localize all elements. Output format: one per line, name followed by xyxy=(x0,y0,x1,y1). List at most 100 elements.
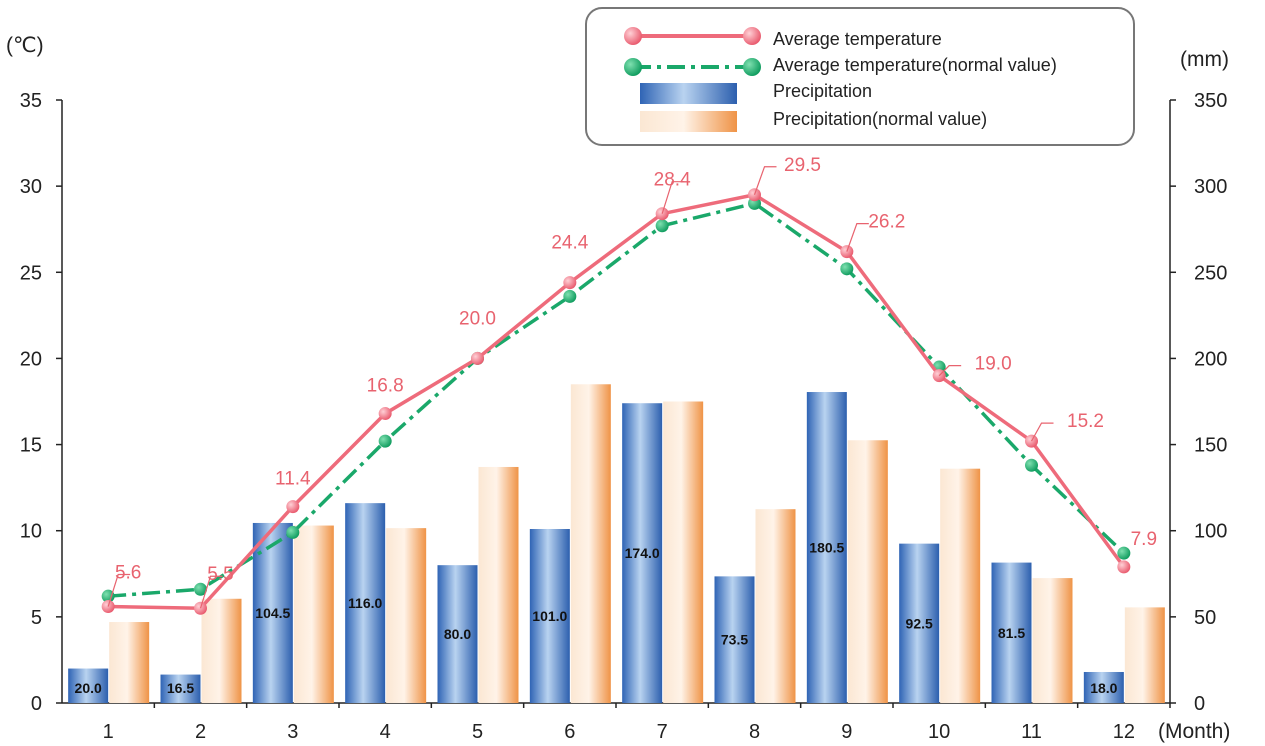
precipitation-value-label: 101.0 xyxy=(532,608,567,624)
precipitation-normal-bar xyxy=(478,466,519,703)
temperature-value-label: 16.8 xyxy=(367,376,404,397)
normal-temperature-point xyxy=(1025,458,1038,472)
average-temperature-point xyxy=(286,500,300,514)
average-temperature-point xyxy=(563,276,577,290)
right-tick-label: 350 xyxy=(1194,90,1227,112)
precipitation-value-label: 180.5 xyxy=(809,540,844,556)
average-temperature-point xyxy=(471,351,484,365)
legend: Average temperature Average temperature(… xyxy=(585,7,1135,146)
average-temperature-point xyxy=(378,407,392,421)
legend-swatch-avg-temp-dot-left xyxy=(624,27,642,45)
temperature-value-label: 20.0 xyxy=(459,308,496,329)
x-tick-label: 1 xyxy=(103,721,114,743)
precipitation-bar xyxy=(622,403,663,703)
legend-label-avg-temp: Average temperature xyxy=(773,29,942,49)
temperature-label-leader xyxy=(107,573,131,607)
data-labels: 20.0 16.5 104.5 116.0 80.0 101.0 174.0 73.5 180.… xyxy=(75,155,1158,696)
precipitation-value-label: 16.5 xyxy=(167,680,194,696)
precipitation-value-label: 81.5 xyxy=(998,625,1025,641)
precipitation-bar xyxy=(899,543,940,703)
precipitation-value-label: 174.0 xyxy=(625,545,660,561)
temperature-value-label: 5.5 xyxy=(207,564,233,585)
precipitation-value-label: 20.0 xyxy=(75,680,102,696)
normal-temperature-point xyxy=(101,589,115,603)
precipitation-value-label: 104.5 xyxy=(255,605,290,621)
normal-temperature-point xyxy=(286,525,300,539)
right-tick-label: 300 xyxy=(1194,176,1227,198)
precipitation-normal-bar xyxy=(201,598,242,703)
x-tick-label: 2 xyxy=(195,721,206,743)
temperature-label-leader xyxy=(753,166,777,195)
x-tick-label: 3 xyxy=(287,721,298,743)
legend-swatch-normal-temp-dot-left xyxy=(624,58,642,76)
normal-temperature-point xyxy=(1117,546,1131,560)
temperature-label-leader xyxy=(938,365,962,377)
temperature-value-label: 19.0 xyxy=(975,354,1012,375)
left-tick-label: 25 xyxy=(20,262,42,284)
precipitation-bar xyxy=(806,392,847,703)
right-tick-label: 100 xyxy=(1194,521,1227,543)
x-tick-label: 12 xyxy=(1113,721,1135,743)
temperature-value-label: 5.6 xyxy=(115,563,141,584)
right-tick-label: 0 xyxy=(1194,693,1205,715)
legend-label-normal-precipitation: Precipitation(normal value) xyxy=(773,109,987,129)
precipitation-bars xyxy=(68,384,1165,703)
x-tick-label: 11 xyxy=(1021,721,1042,743)
left-tick-label: 10 xyxy=(20,521,42,543)
x-tick-label: 7 xyxy=(657,721,668,743)
precipitation-normal-bar xyxy=(570,384,611,703)
left-tick-label: 20 xyxy=(20,348,42,370)
precipitation-normal-bar xyxy=(940,468,981,703)
right-tick-label: 150 xyxy=(1194,435,1227,457)
precipitation-bar xyxy=(529,528,570,703)
precipitation-value-label: 80.0 xyxy=(444,626,471,642)
temperature-label-leader xyxy=(661,181,685,214)
x-tick-label: 8 xyxy=(749,721,760,743)
precipitation-value-label: 73.5 xyxy=(721,632,748,648)
x-tick-label: 5 xyxy=(472,721,483,743)
precipitation-normal-bar xyxy=(663,401,704,703)
average-temperature-point xyxy=(840,245,854,259)
temperature-value-label: 26.2 xyxy=(868,212,905,233)
average-temperature-point xyxy=(1117,560,1131,574)
precipitation-normal-bar xyxy=(847,440,888,703)
precipitation-bar xyxy=(68,668,109,703)
legend-swatch-normal-temp-dot-right xyxy=(743,58,761,76)
left-axis-unit: (℃) xyxy=(6,34,44,57)
precipitation-normal-bar xyxy=(1032,578,1073,703)
right-tick-label: 200 xyxy=(1194,348,1227,370)
legend-swatch-precipitation xyxy=(640,83,737,104)
x-tick-label: 4 xyxy=(380,721,391,743)
precipitation-bar xyxy=(437,565,478,703)
right-tick-label: 50 xyxy=(1194,607,1216,629)
average-temperature-line xyxy=(108,192,1126,611)
temperature-value-label: 7.9 xyxy=(1131,529,1157,550)
temperature-value-label: 11.4 xyxy=(275,469,311,490)
legend-swatch-avg-temp-dot-right xyxy=(743,27,761,45)
precipitation-normal-bar xyxy=(386,528,427,703)
normal-temperature-point xyxy=(840,262,854,276)
precipitation-normal-bar xyxy=(293,525,334,703)
precipitation-value-label: 18.0 xyxy=(1090,680,1117,696)
temperature-label-leader xyxy=(846,223,869,252)
x-tick-label: 10 xyxy=(928,721,950,743)
temperature-label-leader xyxy=(199,575,223,609)
precipitation-bar xyxy=(345,503,386,703)
x-axis-label: (Month) xyxy=(1158,720,1230,743)
precipitation-bar xyxy=(714,576,755,703)
precipitation-bar xyxy=(160,674,201,703)
left-tick-label: 0 xyxy=(31,693,42,715)
legend-label-precipitation: Precipitation xyxy=(773,81,872,101)
precipitation-normal-bar xyxy=(755,509,796,703)
temperature-value-label: 28.4 xyxy=(654,170,691,191)
legend-box xyxy=(585,7,1135,146)
temperature-label-leader xyxy=(1030,422,1054,442)
left-tick-label: 35 xyxy=(20,90,42,112)
precipitation-normal-bar xyxy=(1124,607,1165,703)
legend-label-normal-temp: Average temperature(normal value) xyxy=(773,55,1057,75)
left-tick-label: 5 xyxy=(31,607,42,629)
normal-temperature-point xyxy=(194,582,207,596)
temperature-lines xyxy=(101,188,1131,615)
normal-temperature-point xyxy=(655,219,669,233)
